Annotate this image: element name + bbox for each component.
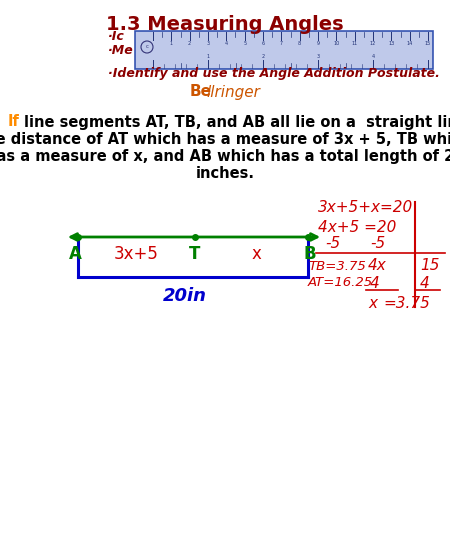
Text: 4: 4 xyxy=(225,41,228,46)
Text: the distance of AT which has a measure of 3x + 5, TB which: the distance of AT which has a measure o… xyxy=(0,132,450,146)
Text: 3: 3 xyxy=(316,54,319,59)
Text: 2: 2 xyxy=(188,41,191,46)
Bar xyxy=(135,31,433,69)
Text: 4: 4 xyxy=(420,275,430,291)
Text: 1: 1 xyxy=(207,54,210,59)
Text: 2: 2 xyxy=(261,54,265,59)
Text: 3x+5+x=20: 3x+5+x=20 xyxy=(318,199,413,215)
Text: If: If xyxy=(8,114,20,130)
Text: inches.: inches. xyxy=(195,165,255,180)
Text: 14: 14 xyxy=(406,41,413,46)
Text: AT=16.25: AT=16.25 xyxy=(308,275,373,288)
Text: 4: 4 xyxy=(370,275,380,291)
Text: 12: 12 xyxy=(370,41,376,46)
Text: 6: 6 xyxy=(261,41,265,46)
Text: x: x xyxy=(368,295,377,311)
Text: 8: 8 xyxy=(298,41,301,46)
Text: 9: 9 xyxy=(316,41,319,46)
Text: 4: 4 xyxy=(371,54,374,59)
Text: 4x: 4x xyxy=(368,259,387,274)
Text: 1: 1 xyxy=(170,41,173,46)
Text: 3: 3 xyxy=(207,41,210,46)
Text: llringer: llringer xyxy=(206,85,260,100)
Text: B: B xyxy=(304,245,316,263)
Text: =3.75: =3.75 xyxy=(383,295,430,311)
Text: 20in: 20in xyxy=(163,287,207,305)
Text: T: T xyxy=(189,245,201,263)
Text: ·Identify and use the Angle Addition Postulate.: ·Identify and use the Angle Addition Pos… xyxy=(108,68,440,81)
Text: ·Me: ·Me xyxy=(108,43,134,56)
Text: 10: 10 xyxy=(333,41,339,46)
Text: 1.3 Measuring Angles: 1.3 Measuring Angles xyxy=(106,15,344,34)
Text: line segments AT, TB, and AB all lie on a  straight line find: line segments AT, TB, and AB all lie on … xyxy=(24,114,450,130)
Text: 7: 7 xyxy=(280,41,283,46)
Text: x: x xyxy=(252,245,261,263)
Text: -5: -5 xyxy=(325,236,340,251)
Text: 3x+5: 3x+5 xyxy=(114,245,159,263)
Text: ·Ic: ·Ic xyxy=(108,29,125,42)
Text: 11: 11 xyxy=(351,41,358,46)
Text: A: A xyxy=(68,245,81,263)
Text: 5: 5 xyxy=(243,41,246,46)
Text: Be: Be xyxy=(190,85,212,100)
Text: 15: 15 xyxy=(425,41,431,46)
Text: -5: -5 xyxy=(370,236,385,251)
Text: 13: 13 xyxy=(388,41,395,46)
Text: c: c xyxy=(145,44,148,49)
Text: TB=3.75: TB=3.75 xyxy=(308,260,366,273)
Text: 4x+5 =20: 4x+5 =20 xyxy=(318,220,396,235)
Text: has a measure of x, and AB which has a total length of 20: has a measure of x, and AB which has a t… xyxy=(0,149,450,164)
Text: 15: 15 xyxy=(420,259,440,274)
